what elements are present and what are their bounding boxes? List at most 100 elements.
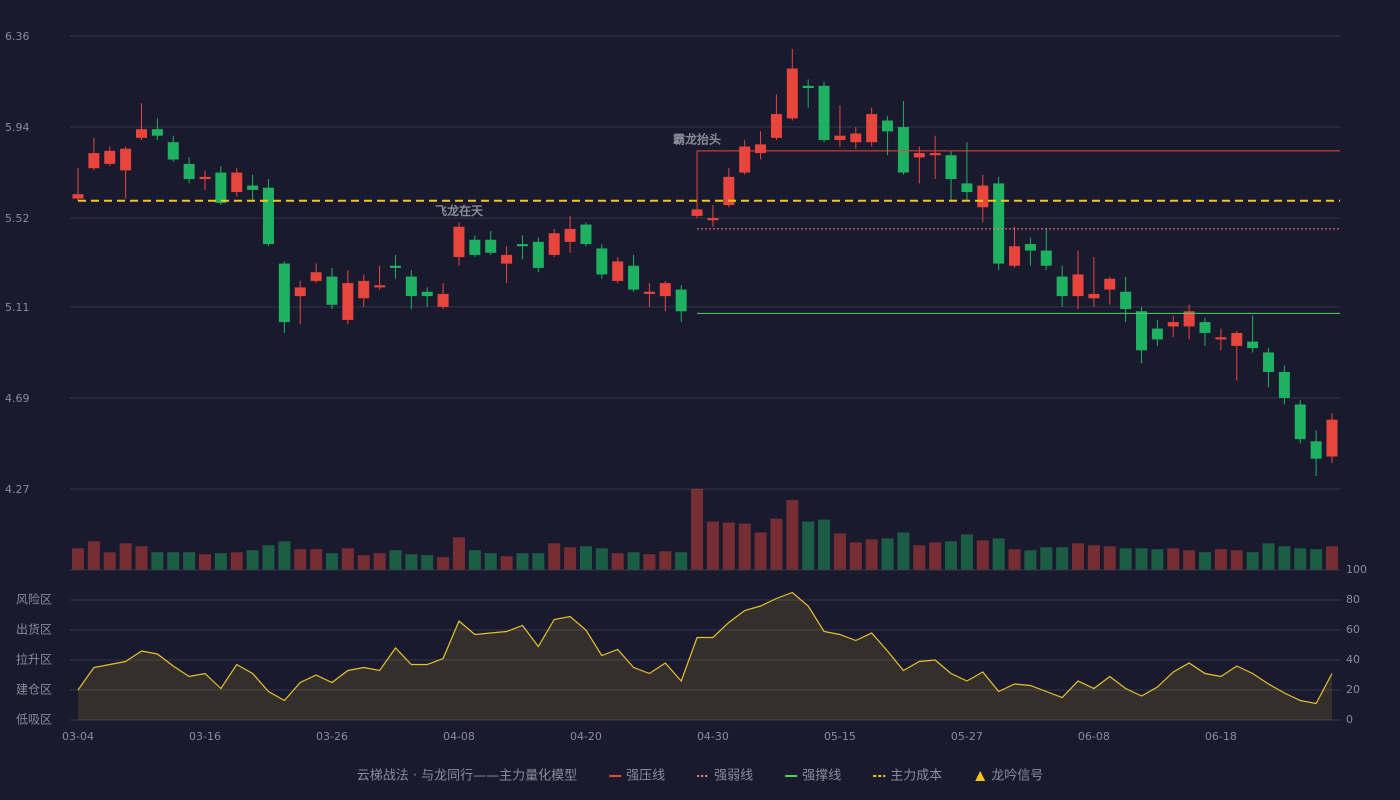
candle-body <box>1009 246 1021 266</box>
candle-body <box>453 226 465 258</box>
y2-tick-label: 0 <box>1346 713 1353 726</box>
volume-bar <box>897 532 910 570</box>
candle-body <box>802 85 814 89</box>
candle-body <box>262 187 274 245</box>
candle-body <box>882 120 894 132</box>
volume-bar <box>1326 546 1338 570</box>
candle-body <box>501 254 513 264</box>
volume-bar <box>786 499 799 570</box>
x-tick-label: 06-18 <box>1205 730 1237 743</box>
volume-bar <box>945 541 958 570</box>
volume-bar <box>103 552 116 570</box>
candle-body <box>469 239 481 255</box>
candle-body <box>786 68 798 119</box>
legend-label: 强弱线 <box>714 769 753 784</box>
volume-bar <box>1072 543 1085 570</box>
volume-bar <box>1056 547 1069 570</box>
candle-body <box>72 194 84 199</box>
candle-body <box>866 114 878 143</box>
volume-bar <box>1199 552 1212 570</box>
y-tick-label: 5.52 <box>5 212 30 225</box>
volume-bar <box>516 553 529 570</box>
candle-body <box>818 85 830 141</box>
candle-body <box>516 244 528 247</box>
volume-bar <box>1246 552 1259 570</box>
candle-body <box>1167 322 1179 327</box>
candle-body <box>278 263 290 323</box>
oscillator-line <box>77 591 1333 705</box>
legend-swatch <box>975 771 986 781</box>
candle-body <box>358 280 370 299</box>
candle-body <box>850 133 862 143</box>
candle-body <box>1263 352 1275 372</box>
volume-bar <box>373 553 386 570</box>
volume-bar <box>294 549 307 570</box>
volume-bar <box>183 552 196 570</box>
volume-bar <box>1310 549 1323 570</box>
candle-body <box>961 183 973 193</box>
volume-bar <box>468 550 481 570</box>
candle-body <box>770 114 782 138</box>
volume-bar <box>1230 550 1243 570</box>
candle-body <box>945 155 957 180</box>
volume-bar <box>548 543 561 570</box>
volume-bar <box>1008 549 1021 570</box>
volume-bar <box>754 532 767 570</box>
candle-body <box>1136 311 1148 351</box>
candle-body <box>596 248 608 275</box>
volume-bar <box>802 521 815 570</box>
y-tick-label: 4.69 <box>5 392 30 405</box>
x-tick-label: 04-30 <box>697 730 729 743</box>
candle-body <box>310 272 322 281</box>
zone-label: 拉升区 <box>16 652 52 667</box>
volume-bar <box>627 552 640 570</box>
candle-body <box>1120 291 1132 310</box>
volume-bar <box>1294 548 1307 570</box>
volume-bar <box>913 545 926 570</box>
candle-body <box>691 209 703 216</box>
volume-bar <box>405 554 418 570</box>
candle-body <box>897 127 909 173</box>
x-tick-label: 03-04 <box>62 730 94 743</box>
volume-bar <box>1167 548 1180 570</box>
candle-body <box>485 239 497 253</box>
candle-body <box>421 291 433 297</box>
candle-body <box>215 172 227 203</box>
x-tick-label: 04-20 <box>570 730 602 743</box>
volume-bar <box>1262 543 1275 570</box>
volume-bar <box>881 538 894 570</box>
volume-bar <box>564 547 577 570</box>
y-tick-label: 6.36 <box>5 30 30 43</box>
legend-label: 主力成本 <box>890 769 942 784</box>
candle-body <box>437 293 449 307</box>
volume-bar <box>865 539 878 570</box>
volume-bar <box>1103 546 1116 570</box>
volume-bar <box>119 543 132 570</box>
volume-bar <box>1087 545 1100 570</box>
candle-body <box>1040 250 1052 266</box>
volume-bar <box>675 552 688 570</box>
candle-body <box>1247 341 1259 349</box>
candle-body <box>628 265 640 290</box>
candle-body <box>247 185 259 190</box>
candle-body <box>929 153 941 156</box>
volume-bar <box>246 550 259 570</box>
candle-body <box>564 228 576 242</box>
candle-body <box>1278 371 1290 398</box>
volume-bar <box>960 534 973 570</box>
y-tick-label: 5.94 <box>5 121 30 134</box>
signal-label: 霸龙抬头 <box>673 131 721 146</box>
volume-bar <box>611 553 624 570</box>
volume-bar <box>1278 546 1291 570</box>
candle-body <box>1151 328 1163 340</box>
candle-body <box>1072 274 1084 297</box>
volume-bar <box>722 522 735 570</box>
candle-body <box>294 287 306 297</box>
legend-label: 强撑线 <box>802 769 841 784</box>
zone-label: 建仓区 <box>16 683 52 697</box>
candle-body <box>548 233 560 255</box>
x-tick-label: 03-26 <box>316 730 348 743</box>
x-tick-label: 05-27 <box>951 730 983 743</box>
